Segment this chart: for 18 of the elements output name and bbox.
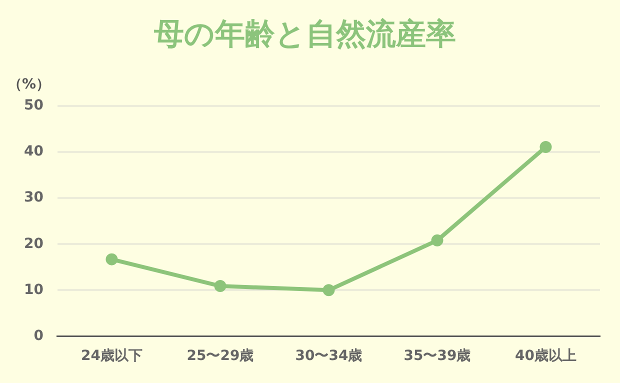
y-tick-label: 0: [34, 328, 44, 344]
x-tick-label: 40歳以上: [515, 348, 576, 364]
point: [214, 280, 226, 292]
y-axis-title: （%）: [8, 76, 50, 93]
y-tick-label: 30: [24, 190, 44, 206]
y-tick-label: 10: [24, 282, 44, 298]
y-tick-label: 20: [24, 236, 44, 252]
chart-title: 母の年齢と自然流産率: [153, 16, 456, 52]
x-tick-label: 35〜39歳: [404, 348, 471, 364]
point: [540, 140, 552, 153]
y-tick-label: 40: [24, 144, 44, 160]
point: [106, 253, 118, 266]
y-tick-label: 50: [24, 98, 44, 114]
point: [322, 284, 335, 296]
point: [431, 234, 444, 246]
x-tick-label: 25〜29歳: [186, 348, 254, 364]
x-tick-label: 24歳以下: [80, 348, 142, 364]
x-tick-label: 30〜34歳: [295, 348, 362, 364]
